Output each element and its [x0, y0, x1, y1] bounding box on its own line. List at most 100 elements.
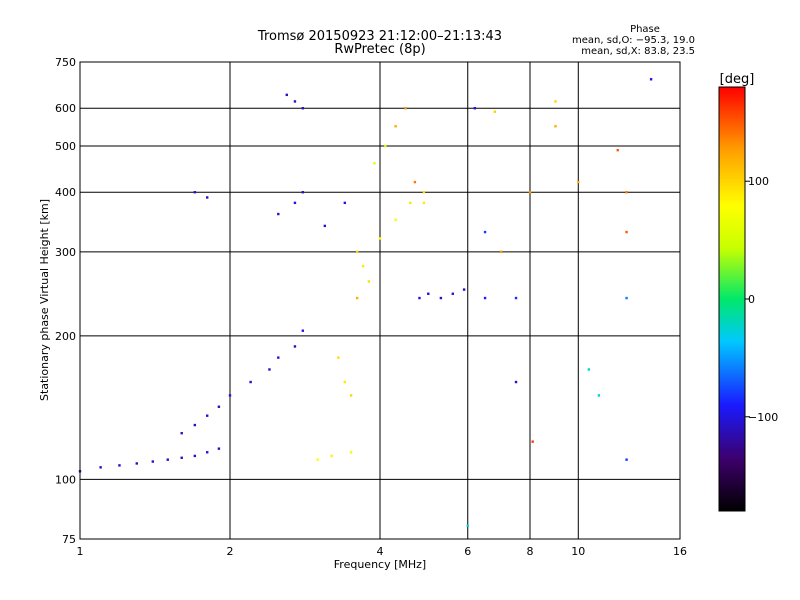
colorbar-tick-label: 100 — [748, 175, 769, 188]
data-point — [285, 93, 288, 97]
y-tick-label: 500 — [55, 140, 76, 153]
colorbar: [deg] 100 0 −100 — [718, 72, 778, 512]
data-point — [355, 296, 359, 300]
colorbar-tick-label: −100 — [748, 411, 778, 424]
data-point — [649, 78, 653, 81]
data-point — [180, 456, 183, 459]
x-tick-label: 1 — [77, 545, 84, 558]
data-point — [118, 464, 121, 467]
y-tick-label: 600 — [55, 102, 76, 115]
data-point — [205, 451, 209, 454]
data-point — [349, 451, 353, 454]
data-point — [577, 180, 580, 184]
colorbar-gradient — [718, 86, 746, 512]
data-point — [293, 345, 297, 348]
data-point — [625, 296, 628, 300]
data-point — [394, 125, 397, 128]
data-point — [205, 196, 209, 199]
data-point — [587, 368, 591, 371]
data-point — [337, 356, 340, 359]
data-point — [409, 201, 412, 205]
data-point — [193, 423, 197, 427]
x-tick-label: 6 — [464, 545, 471, 558]
data-point — [277, 212, 280, 216]
data-point — [404, 107, 407, 110]
data-point — [135, 462, 138, 465]
y-tick-label: 400 — [55, 186, 76, 199]
data-point — [466, 524, 469, 527]
data-point — [625, 458, 628, 461]
plot-area: 1 2 4 6 8 10 16 75 100 200 300 400 500 600 750 — [55, 56, 687, 558]
data-point — [355, 250, 359, 254]
x-axis-label: Frequency [MHz] — [334, 558, 426, 571]
data-point — [427, 292, 430, 295]
data-point — [473, 107, 477, 110]
y-tick-label: 75 — [62, 533, 76, 546]
data-point — [384, 144, 387, 148]
phase-stats-o: mean, sd,O: −95.3, 19.0 — [572, 35, 695, 46]
y-tick-label: 750 — [55, 56, 76, 69]
phase-heading: Phase — [630, 24, 660, 35]
data-point — [418, 296, 421, 300]
data-point — [217, 405, 221, 408]
data-point — [205, 414, 209, 417]
data-point — [616, 148, 619, 152]
data-point — [413, 180, 417, 184]
data-point — [554, 125, 557, 128]
y-axis-label: Stationary phase Virtual Height [km] — [38, 199, 51, 401]
x-tick-label: 4 — [377, 545, 384, 558]
data-point — [554, 100, 557, 103]
data-point — [462, 288, 466, 291]
data-point — [514, 380, 518, 384]
data-point — [483, 296, 487, 300]
data-point — [499, 250, 503, 254]
chart-title: Tromsø 20150923 21:12:00–21:13:43 — [257, 29, 502, 44]
phase-stats-x: mean, sd,X: 83.8, 23.5 — [581, 46, 695, 57]
y-tick-label: 100 — [55, 473, 76, 486]
data-point — [193, 454, 197, 458]
data-point — [625, 191, 628, 194]
data-points — [78, 78, 653, 527]
data-point — [217, 447, 221, 450]
grid-lines — [80, 62, 680, 539]
data-point — [373, 162, 376, 165]
y-axis-ticks: 75 100 200 300 400 500 600 750 — [55, 56, 76, 546]
data-point — [301, 191, 305, 194]
x-tick-label: 10 — [571, 545, 585, 558]
data-point — [323, 224, 327, 228]
y-tick-label: 300 — [55, 246, 76, 259]
x-axis-ticks: 1 2 4 6 8 10 16 — [77, 545, 688, 558]
x-tick-label: 8 — [527, 545, 534, 558]
data-point — [367, 280, 371, 283]
data-point — [422, 201, 426, 205]
data-point — [394, 218, 397, 222]
data-point — [193, 191, 197, 194]
data-point — [293, 100, 297, 103]
data-point — [166, 458, 169, 461]
chart-subtitle: RwPretec (8p) — [334, 42, 425, 57]
data-point — [531, 440, 534, 443]
data-point — [151, 460, 155, 463]
data-point — [597, 394, 601, 397]
colorbar-ticks: 100 0 −100 — [745, 175, 778, 424]
data-point — [625, 230, 628, 234]
data-point — [528, 191, 532, 194]
data-point — [301, 107, 305, 110]
data-point — [330, 454, 333, 458]
data-point — [249, 380, 252, 384]
data-point — [378, 237, 382, 240]
data-point — [349, 394, 353, 397]
y-tick-label: 200 — [55, 330, 76, 343]
data-point — [514, 296, 518, 300]
plot-frame — [79, 61, 681, 540]
data-point — [268, 368, 271, 371]
x-tick-label: 16 — [673, 545, 687, 558]
data-point — [439, 296, 443, 300]
data-point — [277, 356, 280, 359]
data-point — [451, 292, 455, 295]
data-point — [343, 380, 347, 384]
colorbar-tick-label: 0 — [748, 293, 755, 306]
data-point — [180, 431, 183, 435]
data-point — [493, 110, 497, 113]
